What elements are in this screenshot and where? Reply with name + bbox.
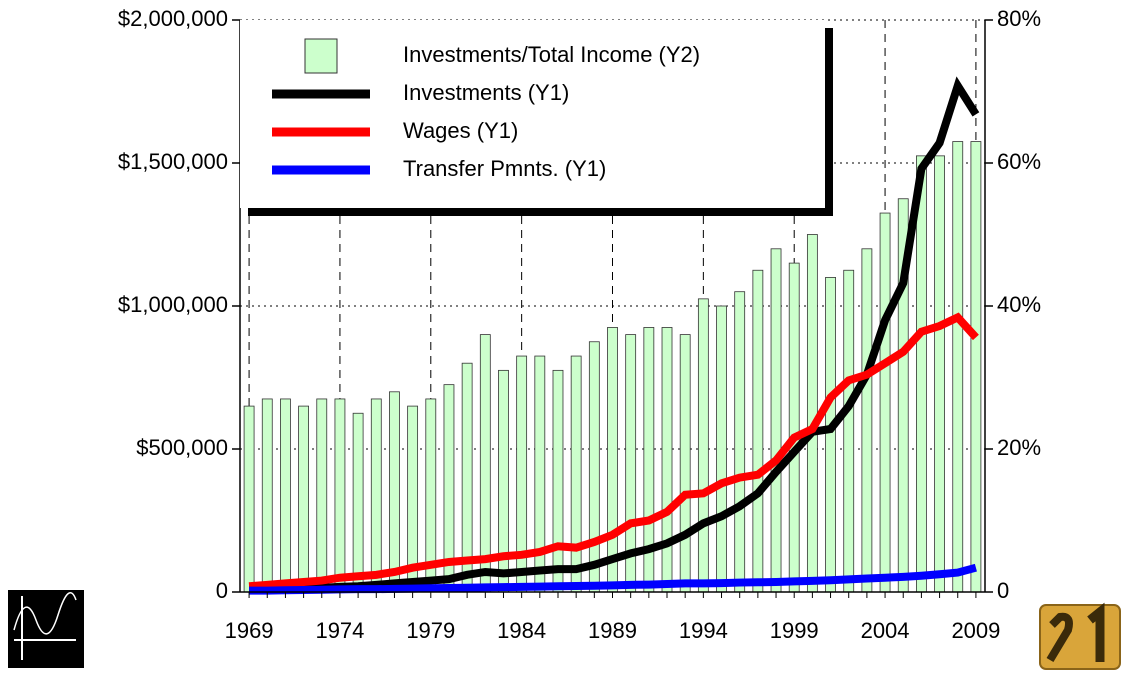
bar — [916, 155, 927, 593]
left-icon — [8, 590, 84, 668]
bar — [679, 334, 691, 593]
x-tick-label: 1969 — [225, 618, 274, 643]
bar — [479, 334, 491, 593]
bar — [389, 391, 400, 593]
bar — [843, 269, 855, 593]
legend-swatch — [304, 38, 338, 74]
y-tick-label: $1,500,000 — [118, 149, 228, 174]
y-tick-label: $1,000,000 — [118, 292, 228, 317]
right-logo — [1039, 602, 1121, 670]
legend-label: Investments (Y1) — [403, 80, 569, 105]
x-tick-label: 1979 — [406, 618, 455, 643]
y2-tick-label: 40% — [997, 292, 1041, 317]
x-tick-label: 1974 — [315, 618, 364, 643]
y-tick-label: $500,000 — [136, 435, 228, 460]
line — [249, 563, 977, 595]
y-tick-label: $2,000,000 — [118, 6, 228, 31]
bar — [770, 248, 782, 593]
bar — [970, 141, 982, 593]
bar — [788, 262, 800, 593]
bar — [280, 398, 291, 593]
bar — [298, 405, 309, 593]
bar — [352, 412, 364, 593]
bar — [697, 298, 709, 593]
bar — [879, 212, 891, 593]
bar — [370, 398, 382, 593]
bar — [806, 234, 818, 593]
bar — [716, 305, 727, 593]
bar — [588, 341, 600, 593]
y2-tick-label: 0 — [997, 578, 1009, 603]
legend-label: Investments/Total Income (Y2) — [403, 42, 700, 67]
bar — [661, 327, 673, 593]
bar — [825, 276, 836, 593]
bar — [334, 398, 346, 593]
bar — [261, 398, 273, 593]
line — [248, 312, 979, 591]
legend: Investments/Total Income (Y2) Investments… — [240, 20, 833, 216]
legend-label: Transfer Pmnts. (Y1) — [403, 156, 606, 181]
bar — [552, 369, 564, 593]
bar — [534, 355, 546, 593]
y2-tick-label: 60% — [997, 149, 1041, 174]
bar — [952, 141, 964, 593]
x-tick-label: 1984 — [497, 618, 546, 643]
bar — [752, 269, 764, 593]
x-tick-label: 1994 — [679, 618, 728, 643]
bar — [316, 398, 328, 593]
x-tick-label: 2004 — [861, 618, 910, 643]
bar — [934, 155, 945, 593]
bar — [607, 327, 618, 593]
x-tick-label: 1999 — [770, 618, 819, 643]
legend-label: Wages (Y1) — [403, 118, 518, 143]
y2-tick-label: 20% — [997, 435, 1041, 460]
bar — [861, 248, 873, 593]
bar — [570, 355, 582, 593]
x-tick-label: 2009 — [951, 618, 1000, 643]
bar — [243, 405, 255, 593]
bar — [734, 291, 746, 593]
x-tick-label: 1989 — [588, 618, 637, 643]
y2-tick-label: 80% — [997, 6, 1041, 31]
y-tick-label: 0 — [216, 578, 228, 603]
